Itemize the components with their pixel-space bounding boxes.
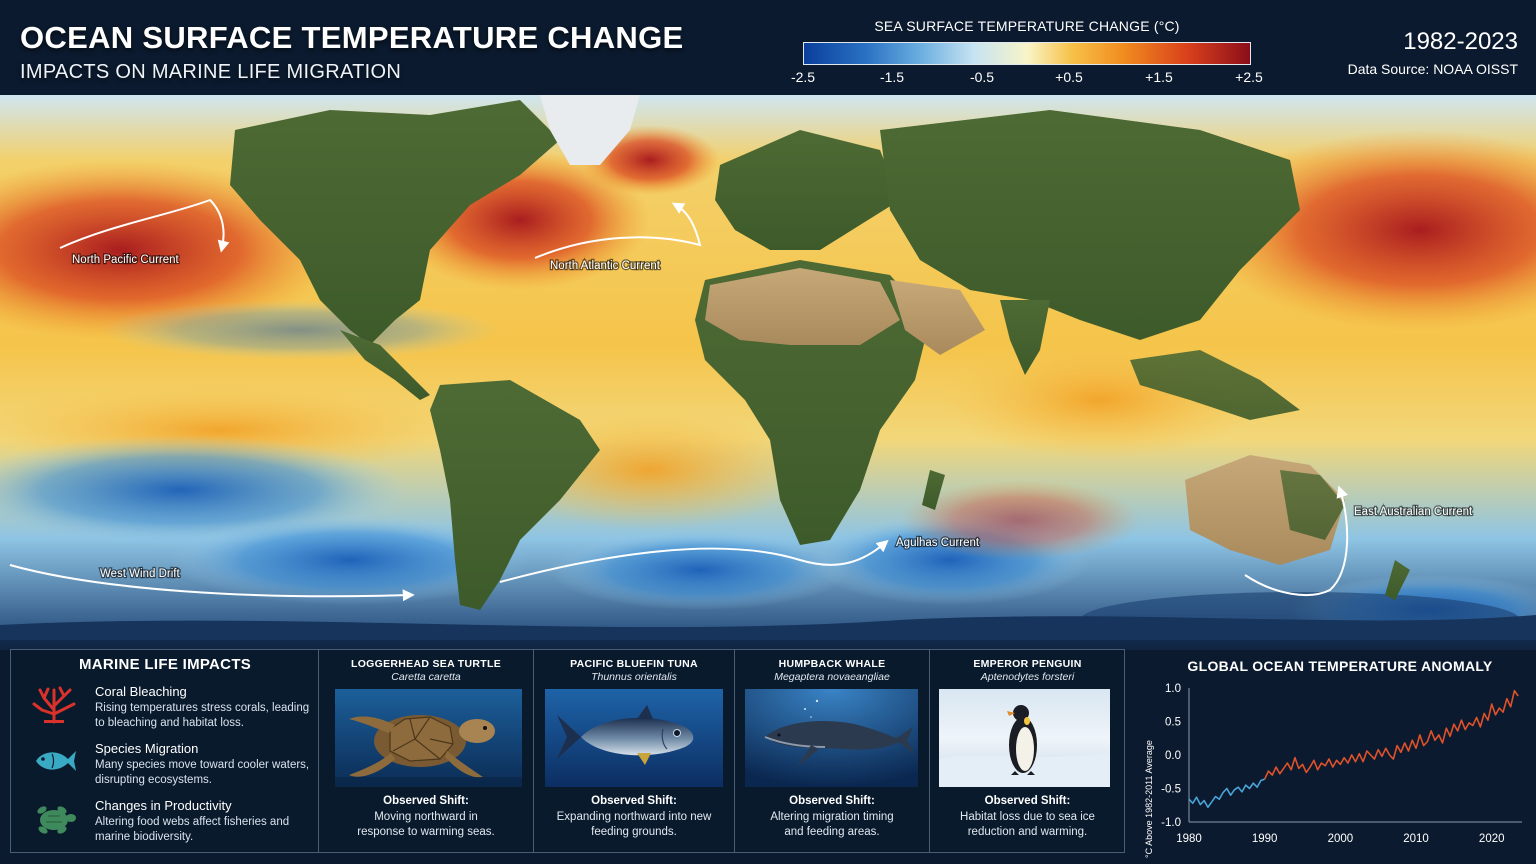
shift-body: Expanding northward into new feeding gro… xyxy=(556,811,712,838)
species-card-humpback-whale: HUMPBACK WHALE Megaptera novaeangliae Ob… xyxy=(735,650,929,852)
shift-body: Moving northward in response to warming … xyxy=(357,811,495,838)
asia xyxy=(880,110,1300,340)
shift-heading: Observed Shift: xyxy=(591,795,677,807)
legend-tick: +1.5 xyxy=(1145,69,1173,85)
legend-tick: -1.5 xyxy=(879,69,905,85)
species-name: LOGGERHEAD SEA TURTLE xyxy=(351,658,501,670)
x-ticks: 1980 1990 2000 2010 2020 xyxy=(1176,833,1504,845)
species-photo-turtle xyxy=(335,689,522,787)
x-tick-label: 1990 xyxy=(1252,833,1278,845)
shift-heading: Observed Shift: xyxy=(984,795,1071,807)
impact-heading: Changes in Productivity xyxy=(95,798,232,813)
impact-body: Rising temperatures stress corals, leadi… xyxy=(95,702,310,729)
species-photo-tuna xyxy=(545,689,723,787)
y-ticks: 1.0 0.5 0.0 -0.5 -1.0 xyxy=(1161,683,1181,829)
x-tick-label: 2000 xyxy=(1328,833,1354,845)
impact-heading: Species Migration xyxy=(95,741,199,756)
europe xyxy=(715,130,900,250)
species-card-bluefin-tuna: PACIFIC BLUEFIN TUNA Thunnus orientalis … xyxy=(534,650,734,852)
legend-tick: -2.5 xyxy=(790,69,816,85)
species-photo-penguin xyxy=(939,689,1110,787)
coral-icon xyxy=(32,686,76,724)
divider xyxy=(533,650,534,852)
shift-body: Altering migration timing and feeding ar… xyxy=(770,811,894,838)
impacts-title: MARINE LIFE IMPACTS xyxy=(79,656,252,673)
ocean-temperature-map: North Pacific Current North Atlantic Cur… xyxy=(0,95,1536,650)
page-subtitle: IMPACTS ON MARINE LIFE MIGRATION xyxy=(20,61,402,83)
species-name: HUMPBACK WHALE xyxy=(778,658,886,670)
current-label: North Pacific Current xyxy=(72,254,180,266)
shift-body: Habitat loss due to sea ice reduction an… xyxy=(960,811,1095,838)
species-latin: Caretta caretta xyxy=(391,671,461,683)
legend-tick: +2.5 xyxy=(1235,69,1263,85)
species-photo-whale xyxy=(745,689,918,787)
greenland xyxy=(540,95,640,165)
series-line-1 xyxy=(1263,689,1519,780)
agulhas-current-arrow xyxy=(499,539,889,583)
chart-title: GLOBAL OCEAN TEMPERATURE ANOMALY xyxy=(1187,658,1493,674)
x-tick-label: 1980 xyxy=(1176,833,1202,845)
y-tick-label: 0.0 xyxy=(1165,750,1181,762)
species-card-emperor-penguin: EMPEROR PENGUIN Aptenodytes forsteri Obs… xyxy=(930,650,1125,852)
north-atlantic-current-arrow xyxy=(534,202,702,259)
species-name: EMPEROR PENGUIN xyxy=(973,658,1082,670)
divider xyxy=(929,650,930,852)
east-australian-current-arrow xyxy=(1244,485,1349,596)
impact-heading: Coral Bleaching xyxy=(95,684,187,699)
legend-tick: +0.5 xyxy=(1055,69,1083,85)
species-name: PACIFIC BLUEFIN TUNA xyxy=(570,658,698,670)
current-label: Agulhas Current xyxy=(896,537,980,549)
west-wind-drift-arrow xyxy=(9,564,415,602)
species-latin: Aptenodytes forsteri xyxy=(980,671,1075,683)
north-america xyxy=(230,100,560,345)
divider xyxy=(734,650,735,852)
y-tick-label: -1.0 xyxy=(1161,817,1181,829)
page-title: OCEAN SURFACE TEMPERATURE CHANGE xyxy=(20,20,684,55)
date-range: 1982-2023 xyxy=(1403,28,1518,55)
current-label: West Wind Drift xyxy=(100,568,180,580)
x-tick-label: 2020 xyxy=(1479,833,1505,845)
world-map-svg: North Pacific Current North Atlantic Cur… xyxy=(0,95,1536,650)
temperature-anomaly-chart: °C Above 1982-2011 Average 1.0 0.5 0.0 -0.5… xyxy=(1144,683,1522,858)
impact-body: Many species move toward cooler waters, … xyxy=(95,759,310,786)
shift-heading: Observed Shift: xyxy=(383,795,469,807)
legend-title: SEA SURFACE TEMPERATURE CHANGE (°C) xyxy=(874,18,1180,34)
south-america xyxy=(430,380,600,610)
y-tick-label: 0.5 xyxy=(1165,717,1181,729)
species-latin: Megaptera novaeangliae xyxy=(774,671,890,683)
fish-icon xyxy=(36,751,76,771)
y-axis-label: °C Above 1982-2011 Average xyxy=(1144,740,1154,858)
turtle-icon xyxy=(37,806,76,834)
y-tick-label: -0.5 xyxy=(1161,784,1181,796)
current-label: North Atlantic Current xyxy=(550,260,661,272)
north-pacific-current-arrow xyxy=(59,198,230,253)
y-tick-label: 1.0 xyxy=(1165,683,1181,695)
current-label: East Australian Current xyxy=(1354,506,1473,518)
color-scale-bar xyxy=(803,42,1251,65)
continents xyxy=(0,95,1536,650)
ocean-currents: North Pacific Current North Atlantic Cur… xyxy=(9,198,1474,602)
impact-body: Altering food webs affect fisheries and … xyxy=(95,816,290,843)
legend-tick: -0.5 xyxy=(969,69,995,85)
species-card-loggerhead: LOGGERHEAD SEA TURTLE Caretta caretta Ob… xyxy=(319,650,533,852)
anomaly-patches xyxy=(0,125,1536,648)
series-line-0 xyxy=(1188,778,1265,809)
shift-heading: Observed Shift: xyxy=(789,795,875,807)
divider xyxy=(318,650,319,852)
series-group xyxy=(1188,689,1519,809)
data-source: Data Source: NOAA OISST xyxy=(1347,61,1518,77)
species-latin: Thunnus orientalis xyxy=(591,671,677,683)
x-tick-label: 2010 xyxy=(1403,833,1429,845)
